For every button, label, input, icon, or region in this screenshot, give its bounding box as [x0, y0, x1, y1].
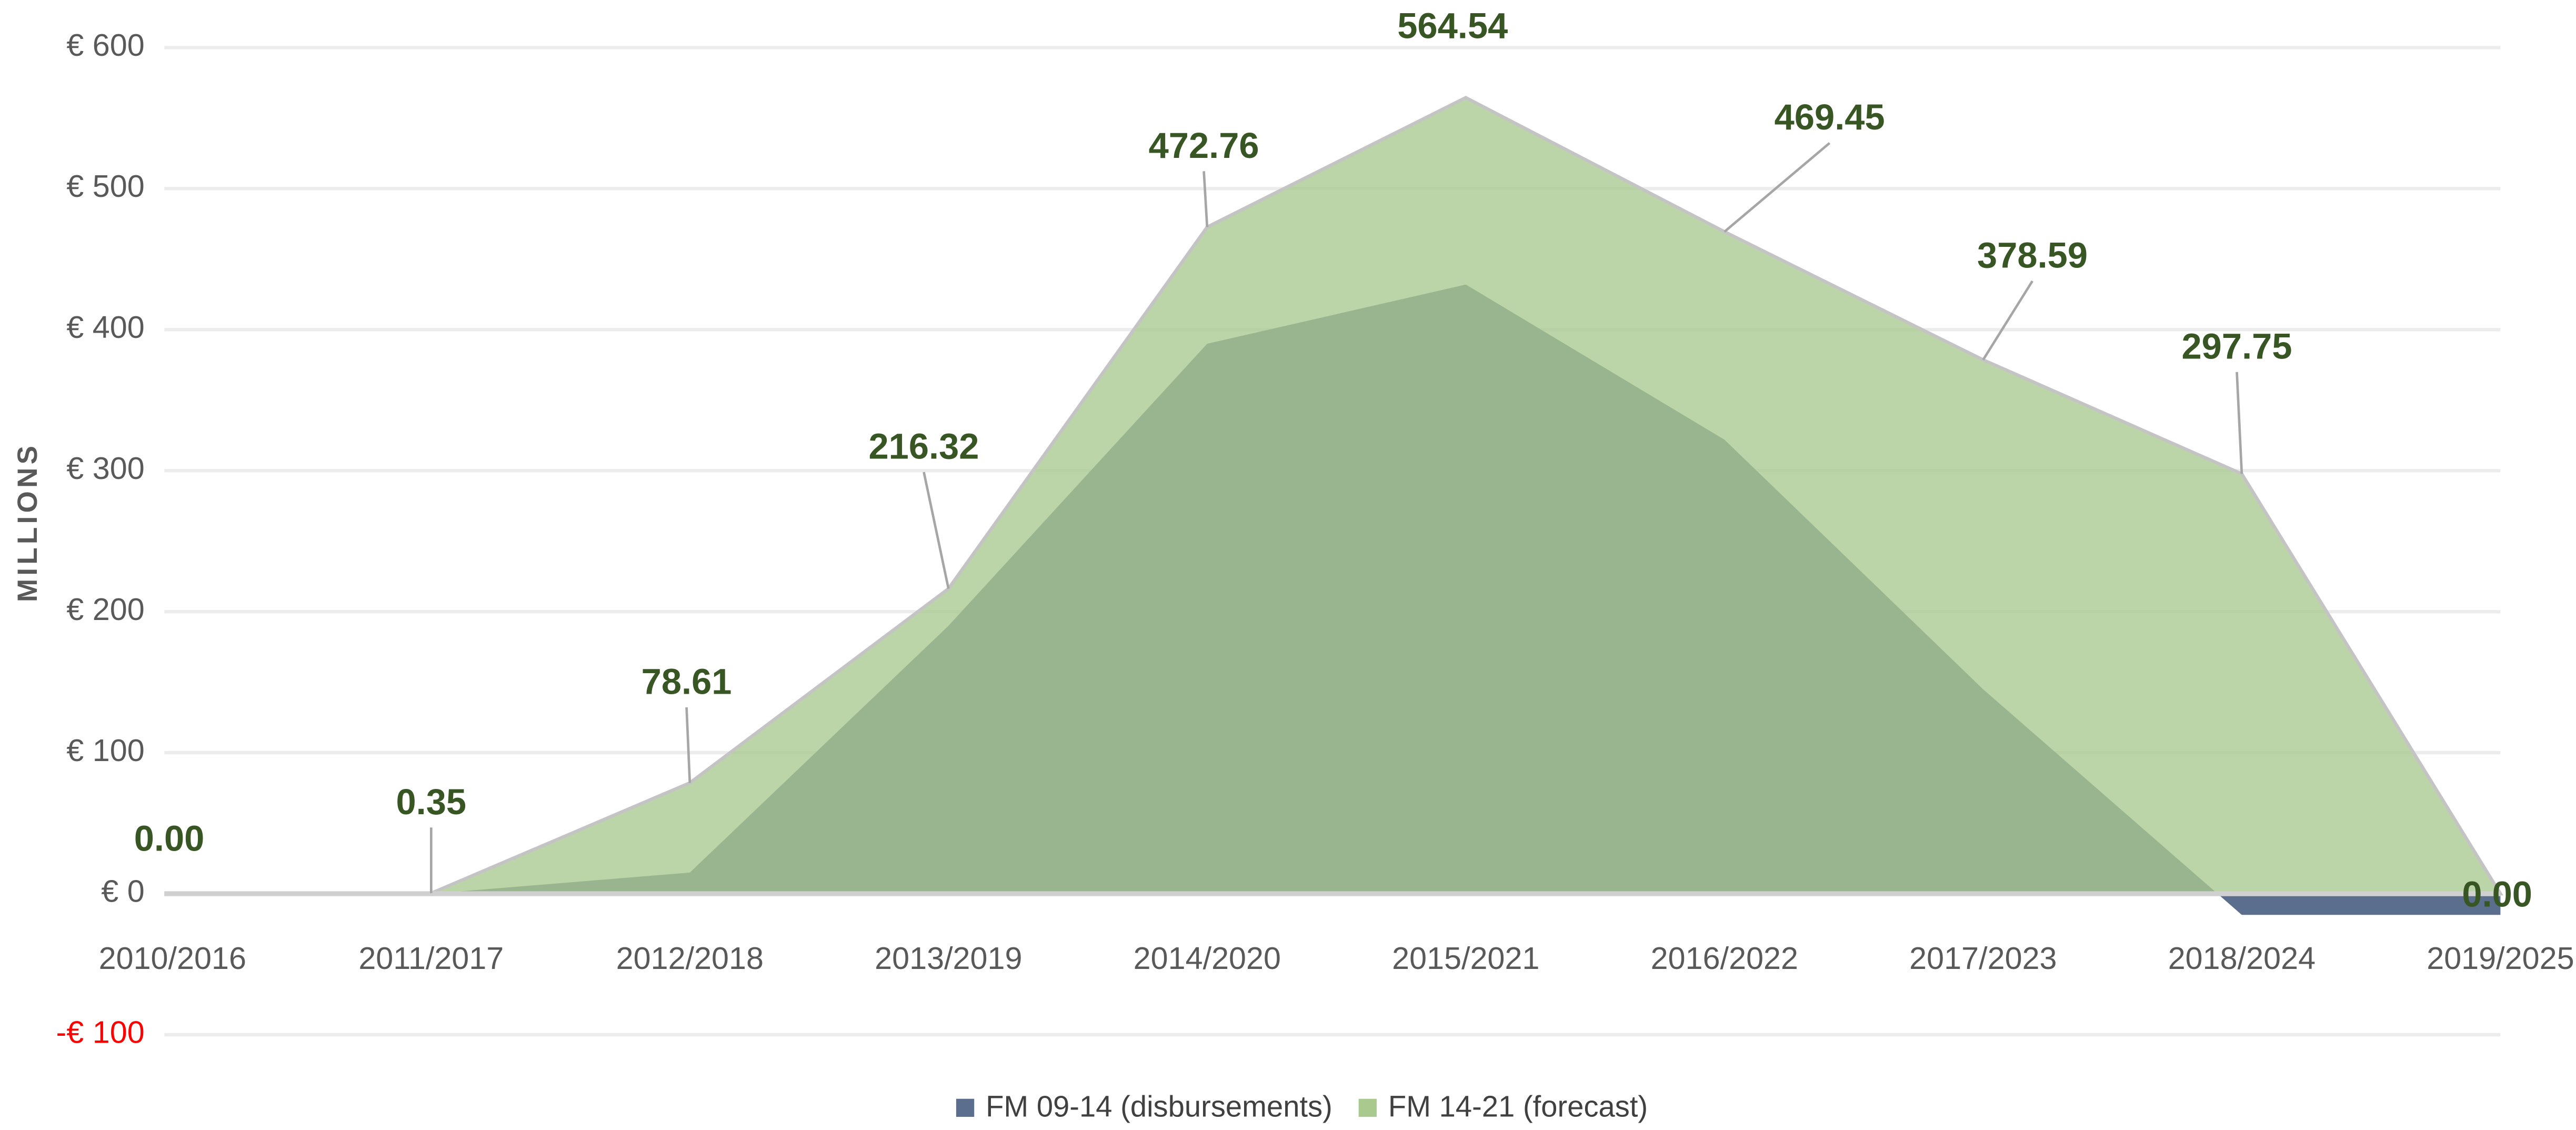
data-label: 0.35 — [396, 782, 466, 822]
y-tick-label: € 500 — [66, 168, 144, 204]
x-tick-label: 2011/2017 — [358, 941, 504, 976]
data-label: 0.00 — [134, 818, 205, 858]
y-tick-label: -€ 100 — [56, 1015, 145, 1050]
area — [172, 96, 2503, 896]
data-label: 0.00 — [2462, 874, 2532, 914]
leader-line — [2236, 372, 2243, 474]
data-label: 216.32 — [868, 426, 979, 466]
y-tick-label: € 600 — [66, 27, 144, 63]
leader-line — [1723, 142, 1831, 233]
y-axis-label: MILLIONS — [12, 443, 43, 602]
data-label: 297.75 — [2181, 326, 2292, 366]
leader-line — [685, 707, 691, 783]
leader-line — [1202, 171, 1209, 227]
y-tick-label: € 200 — [66, 592, 144, 627]
legend-label: FM 14-21 (forecast) — [1388, 1089, 1648, 1123]
data-label: 472.76 — [1149, 125, 1259, 166]
x-tick-label: 2016/2022 — [1651, 941, 1798, 976]
y-tick-label: € 100 — [66, 733, 144, 768]
x-tick-label: 2017/2023 — [1909, 941, 2057, 976]
leader-line — [923, 472, 950, 589]
x-tick-label: 2019/2025 — [2427, 941, 2574, 976]
y-tick-label: € 300 — [66, 451, 144, 486]
data-label: 78.61 — [642, 661, 732, 702]
x-tick-label: 2015/2021 — [1392, 941, 1539, 976]
leader-line — [1982, 280, 2034, 361]
data-label: 564.54 — [1397, 6, 1508, 46]
legend-swatch — [1358, 1098, 1377, 1117]
data-label: 378.59 — [1977, 235, 2088, 275]
x-tick-label: 2010/2016 — [99, 941, 246, 976]
x-tick-label: 2018/2024 — [2168, 941, 2316, 976]
x-tick-label: 2013/2019 — [875, 941, 1022, 976]
x-tick-label: 2012/2018 — [616, 941, 764, 976]
legend-label: FM 09-14 (disbursements) — [986, 1089, 1332, 1123]
data-label: 469.45 — [1775, 97, 1885, 137]
legend-swatch — [956, 1098, 975, 1117]
y-tick-label: € 0 — [101, 874, 144, 909]
y-tick-label: € 400 — [66, 309, 144, 345]
x-tick-label: 2014/2020 — [1134, 941, 1281, 976]
